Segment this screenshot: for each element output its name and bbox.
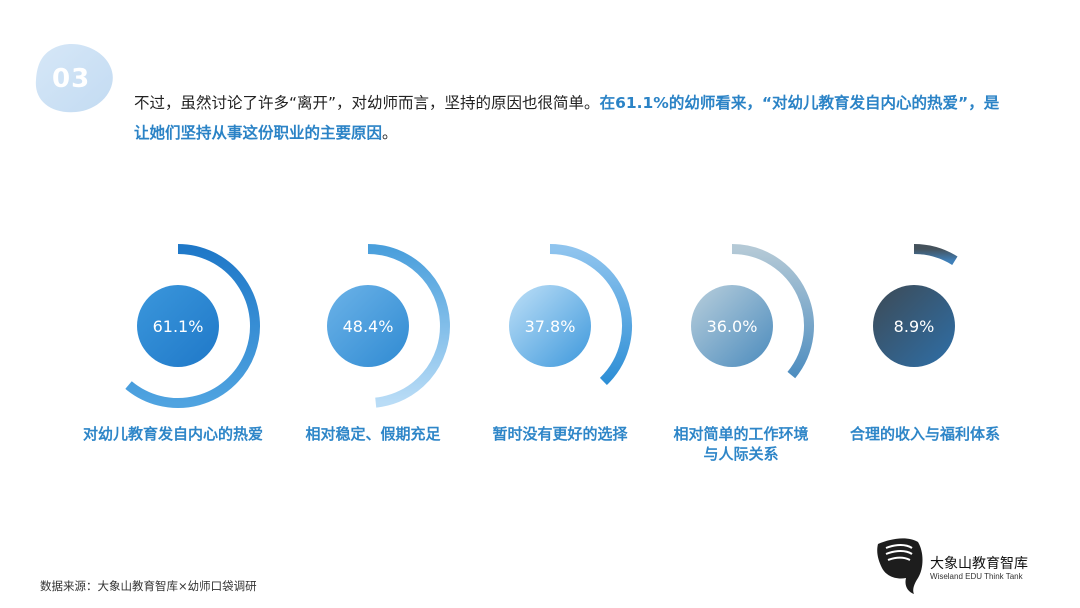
value-circle-2 bbox=[327, 285, 409, 367]
value-label-1: 61.1% bbox=[153, 317, 204, 336]
value-label-2: 48.4% bbox=[343, 317, 394, 336]
progress-ring-5 bbox=[913, 244, 958, 266]
value-circle-4 bbox=[691, 285, 773, 367]
category-label-3: 暂时没有更好的选择 bbox=[492, 425, 628, 443]
section-number: 03 bbox=[52, 64, 91, 94]
value-label-3: 37.8% bbox=[525, 317, 576, 336]
value-label-4: 36.0% bbox=[707, 317, 758, 336]
category-label-1: 对幼儿教育发自内心的热爱 bbox=[82, 425, 263, 443]
value-circle-1 bbox=[137, 285, 219, 367]
progress-ring-2 bbox=[367, 244, 450, 408]
logo-name-cn: 大象山教育智库 bbox=[930, 556, 1028, 572]
data-source-note: 数据来源：大象山教育智库×幼师口袋调研 bbox=[40, 579, 257, 593]
progress-ring-1 bbox=[125, 244, 260, 408]
category-label-4-line2: 与人际关系 bbox=[703, 445, 779, 463]
value-circle-5 bbox=[873, 285, 955, 367]
progress-ring-3 bbox=[549, 244, 632, 386]
category-label-2: 相对稳定、假期充足 bbox=[305, 425, 441, 443]
value-circle-3 bbox=[509, 285, 591, 367]
category-label-4: 相对简单的工作环境 与人际关系 bbox=[636, 424, 846, 464]
elephant-icon bbox=[877, 538, 923, 594]
category-label-5: 合理的收入与福利体系 bbox=[849, 425, 1000, 443]
progress-ring-4 bbox=[731, 244, 814, 379]
intro-highlight: 在61.1%的幼师看来，“对幼儿教育发自内心的热爱”，是让她们坚持从事这份职业的… bbox=[134, 94, 1000, 142]
category-label-4-line1: 相对简单的工作环境 bbox=[673, 425, 809, 443]
section-badge-shape bbox=[35, 44, 113, 113]
intro-paragraph: 不过，虽然讨论了许多“离开”，对幼师而言，坚持的原因也很简单。在61.1%的幼师… bbox=[134, 88, 1004, 148]
intro-text-end: 。 bbox=[382, 124, 398, 142]
logo-name-en: Wiseland EDU Think Tank bbox=[930, 572, 1023, 581]
intro-text: 不过，虽然讨论了许多“离开”，对幼师而言，坚持的原因也很简单。 bbox=[134, 94, 600, 112]
value-label-5: 8.9% bbox=[894, 317, 935, 336]
